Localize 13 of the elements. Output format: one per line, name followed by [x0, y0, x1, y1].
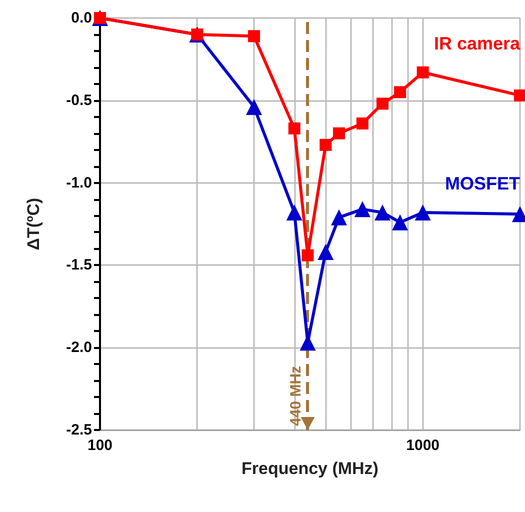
x-axis-title: Frequency (MHz): [242, 459, 378, 478]
y-tick-label: -0.5: [66, 92, 92, 109]
x-tick-label: 100: [87, 437, 113, 454]
y-tick-label: -2.5: [66, 422, 92, 438]
x-tick-label: 1000: [406, 437, 440, 454]
ref-line-label: 440 MHz: [288, 366, 305, 426]
y-tick-label: -1.0: [66, 174, 92, 192]
y-tick-label: 0.0: [71, 10, 92, 26]
y-tick-label: -1.5: [66, 256, 92, 274]
series-label: MOSFET: [445, 173, 520, 194]
y-axis-title: ΔT(ºC): [24, 198, 43, 250]
y-tick-label: -2.0: [66, 339, 92, 356]
series-label: IR camera: [434, 33, 521, 54]
